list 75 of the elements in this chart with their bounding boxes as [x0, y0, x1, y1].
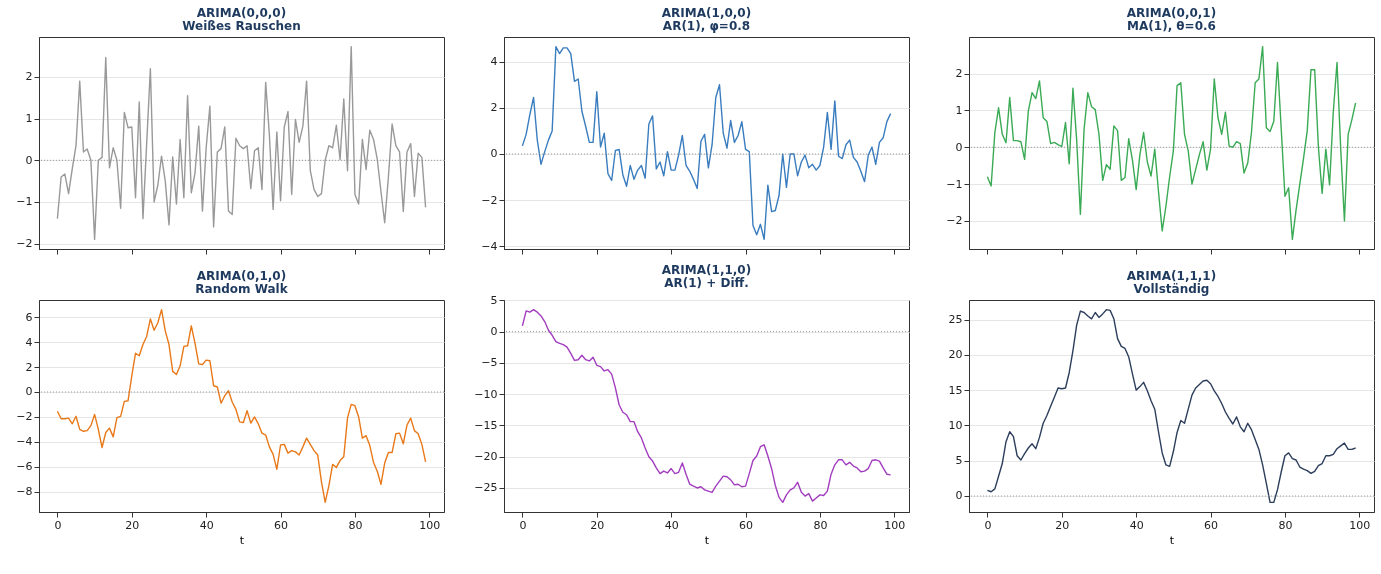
- chart-title: ARIMA(1,1,0): [661, 263, 752, 278]
- x-tick-label: 80: [1278, 518, 1293, 532]
- y-tick-label: 0: [25, 385, 33, 399]
- chart-subtitle: Vollständig: [1133, 282, 1210, 296]
- y-tick-label: −10: [474, 387, 498, 401]
- y-tick-label: −4: [481, 239, 498, 253]
- chart-title: ARIMA(0,0,0): [196, 6, 287, 20]
- x-tick-label: 80: [813, 518, 828, 532]
- y-tick-label: 6: [25, 310, 33, 324]
- y-tick-label: 20: [948, 348, 963, 362]
- x-tick-label: 40: [664, 518, 679, 532]
- y-tick-label: 0: [25, 153, 33, 167]
- y-tick-label: 4: [25, 335, 33, 349]
- chart-title: ARIMA(0,1,0): [196, 269, 287, 283]
- line-series: [56, 308, 427, 504]
- x-tick-label: 40: [1129, 518, 1144, 532]
- x-tick-label: 0: [519, 518, 527, 532]
- y-tick-label: −1: [16, 195, 33, 209]
- line-series: [521, 308, 892, 504]
- y-tick-label: −2: [16, 410, 33, 424]
- y-tick-label: 0: [955, 140, 963, 154]
- y-tick-label: −6: [16, 460, 33, 474]
- y-tick-label: −2: [481, 193, 498, 207]
- x-axis-title: t: [704, 533, 710, 547]
- line-series: [521, 45, 892, 241]
- y-tick-label: 25: [948, 313, 963, 327]
- chart-title: ARIMA(1,0,0): [661, 6, 752, 20]
- y-tick-label: 1: [25, 112, 33, 126]
- x-tick-label: 0: [54, 518, 62, 532]
- chart-subtitle: AR(1), φ=0.8: [662, 19, 751, 33]
- y-tick-label: 5: [490, 293, 498, 307]
- y-tick-label: 2: [490, 101, 498, 115]
- y-tick-label: −15: [474, 418, 498, 432]
- y-tick-label: 1: [955, 103, 963, 117]
- x-tick-label: 40: [199, 518, 214, 532]
- line-series: [986, 45, 1357, 241]
- y-tick-label: 0: [490, 325, 498, 339]
- x-tick-label: 20: [125, 518, 140, 532]
- x-axis-title: t: [1169, 533, 1175, 547]
- chart-subtitle: Weißes Rauschen: [182, 19, 301, 33]
- y-tick-label: −20: [474, 450, 498, 464]
- x-tick-label: 100: [884, 518, 906, 532]
- line-series: [56, 45, 427, 241]
- y-tick-label: −2: [946, 214, 963, 228]
- y-tick-label: 2: [25, 360, 33, 374]
- x-tick-label: 0: [984, 518, 992, 532]
- x-tick-label: 60: [1204, 518, 1219, 532]
- chart-subtitle: AR(1) + Diff.: [664, 276, 749, 291]
- y-tick-label: −5: [481, 356, 498, 370]
- y-tick-label: −1: [946, 177, 963, 191]
- x-tick-label: 80: [348, 518, 363, 532]
- x-tick-label: 20: [590, 518, 605, 532]
- x-tick-label: 100: [1349, 518, 1371, 532]
- y-tick-label: 4: [490, 55, 498, 69]
- y-tick-label: −2: [16, 237, 33, 251]
- y-tick-label: 2: [25, 70, 33, 84]
- y-tick-label: −8: [16, 485, 33, 499]
- y-tick-label: 2: [955, 67, 963, 80]
- y-tick-label: −25: [474, 481, 498, 495]
- chart-subtitle: Random Walk: [195, 282, 289, 296]
- y-tick-label: 15: [948, 383, 963, 397]
- x-tick-label: 60: [739, 518, 754, 532]
- x-tick-label: 20: [1055, 518, 1070, 532]
- y-tick-label: 0: [955, 489, 963, 503]
- line-series: [986, 308, 1357, 504]
- y-tick-label: 10: [948, 418, 963, 432]
- chart-subtitle: MA(1), θ=0.6: [1127, 19, 1216, 33]
- y-tick-label: −4: [16, 435, 33, 449]
- chart-title: ARIMA(1,1,1): [1126, 269, 1217, 283]
- y-tick-label: 5: [955, 454, 963, 468]
- y-tick-label: 0: [490, 147, 498, 161]
- x-tick-label: 100: [419, 518, 441, 532]
- x-axis-title: t: [239, 533, 245, 547]
- chart-title: ARIMA(0,0,1): [1126, 6, 1217, 20]
- x-tick-label: 60: [274, 518, 289, 532]
